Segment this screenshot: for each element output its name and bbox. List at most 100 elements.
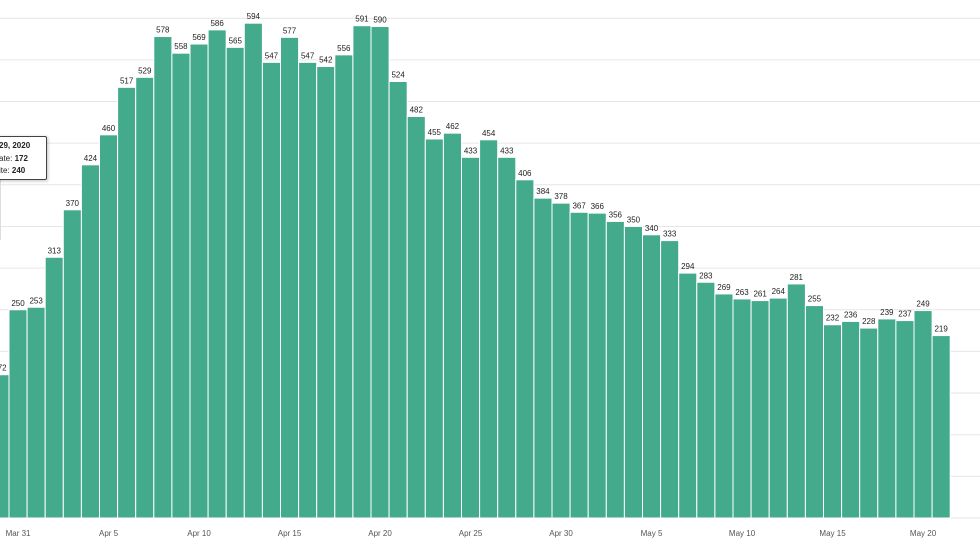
bar[interactable] <box>660 240 680 519</box>
bar[interactable] <box>99 134 119 519</box>
bar[interactable] <box>569 211 589 519</box>
bar[interactable] <box>261 61 281 519</box>
bar[interactable] <box>931 335 951 519</box>
bar-value-label: 219 <box>934 325 948 334</box>
bar[interactable] <box>80 164 101 519</box>
bar-value-label: 253 <box>29 296 43 305</box>
bar-value-label: 591 <box>355 15 369 24</box>
bar[interactable] <box>62 209 82 519</box>
bar[interactable] <box>225 46 245 519</box>
bar[interactable] <box>732 298 752 519</box>
bar-value-label: 228 <box>862 317 876 326</box>
bar-value-label: 249 <box>916 300 930 309</box>
bar[interactable] <box>642 234 662 519</box>
bar[interactable] <box>714 293 734 519</box>
tooltip: 29, 2020 ate: 172 ite: 240 <box>0 136 47 180</box>
bar[interactable] <box>207 29 227 519</box>
bar[interactable] <box>696 281 716 519</box>
x-tick-label: May 15 <box>819 529 846 538</box>
bar[interactable] <box>153 36 173 519</box>
bar[interactable] <box>497 156 517 519</box>
bar[interactable] <box>804 305 825 519</box>
bar[interactable] <box>298 61 318 519</box>
bar-value-label: 433 <box>464 146 478 155</box>
x-tick-label: Apr 10 <box>187 529 211 538</box>
tooltip-pointer-line <box>0 180 1 240</box>
bar[interactable] <box>877 318 897 519</box>
bar-value-label: 313 <box>48 246 62 255</box>
bar[interactable] <box>44 256 64 519</box>
bar-value-label: 462 <box>446 122 460 131</box>
tooltip-row-2-value: 240 <box>11 166 26 175</box>
bar[interactable] <box>0 374 10 519</box>
bar-value-label: 424 <box>84 154 98 163</box>
bar[interactable] <box>587 212 607 519</box>
bar-value-label: 524 <box>391 71 405 80</box>
bar[interactable] <box>189 43 209 519</box>
bar[interactable] <box>424 138 444 519</box>
bar[interactable] <box>280 36 300 519</box>
bar[interactable] <box>171 52 191 519</box>
bars-group <box>0 22 951 519</box>
bar-value-label: 586 <box>210 19 224 28</box>
bar-value-label: 261 <box>753 290 767 299</box>
bar-value-label: 378 <box>554 192 568 201</box>
bar[interactable] <box>623 225 644 519</box>
bar-value-label: 542 <box>319 56 333 65</box>
bar-value-label: 264 <box>772 287 786 296</box>
bar-value-label: 250 <box>11 299 25 308</box>
bar[interactable] <box>135 76 155 519</box>
bar[interactable] <box>823 324 843 519</box>
bar[interactable] <box>479 139 499 519</box>
bar[interactable] <box>605 220 625 519</box>
bar[interactable] <box>8 309 28 519</box>
bar[interactable] <box>515 179 535 519</box>
bar-value-label: 455 <box>428 128 442 137</box>
bar-value-label: 283 <box>699 271 713 280</box>
bar[interactable] <box>678 272 698 519</box>
bar[interactable] <box>461 156 481 519</box>
bar-value-label: 366 <box>591 202 605 211</box>
bar[interactable] <box>334 54 354 519</box>
bar-value-label: 384 <box>536 187 550 196</box>
bar[interactable] <box>388 81 408 519</box>
bar[interactable] <box>841 320 861 519</box>
x-tick-label: May 10 <box>729 529 756 538</box>
bar-value-label: 232 <box>826 314 840 323</box>
x-tick-label: May 20 <box>910 529 937 538</box>
tooltip-row-2-label: ite: <box>0 166 10 175</box>
x-axis-ticks: Mar 31 Apr 5 Apr 10 Apr 15 Apr 20 Apr 25 Apr 3… <box>6 529 937 538</box>
bar-value-label: 547 <box>301 51 315 60</box>
tooltip-row-1: ate: 172 <box>0 153 46 166</box>
bar-value-label: 547 <box>265 51 279 60</box>
x-tick-label: Apr 25 <box>459 529 483 538</box>
bar-value-label: 340 <box>645 224 659 233</box>
bar[interactable] <box>533 197 553 519</box>
bar-value-label: 239 <box>880 308 894 317</box>
bar-value-label: 367 <box>572 201 586 210</box>
bar-value-label: 350 <box>627 215 641 224</box>
bar[interactable] <box>26 306 46 519</box>
bar[interactable] <box>370 26 390 519</box>
bar[interactable] <box>243 22 263 519</box>
bar[interactable] <box>913 310 933 519</box>
bar[interactable] <box>786 283 806 519</box>
bar[interactable] <box>352 25 372 519</box>
bar-value-label: 236 <box>844 310 858 319</box>
tooltip-title: 29, 2020 <box>0 141 31 150</box>
x-tick-label: Apr 15 <box>278 529 302 538</box>
bar[interactable] <box>768 297 788 519</box>
bar[interactable] <box>117 86 137 519</box>
bar-value-label: 569 <box>192 33 206 42</box>
bar[interactable] <box>316 66 336 519</box>
bar-value-label: 433 <box>500 146 514 155</box>
bar[interactable] <box>859 327 879 519</box>
bar-value-label: 594 <box>247 12 261 21</box>
bar[interactable] <box>406 115 426 519</box>
bar-value-label: 370 <box>66 199 80 208</box>
bar[interactable] <box>442 132 462 519</box>
bar[interactable] <box>750 300 770 519</box>
bar-value-label: 333 <box>663 230 677 239</box>
bar[interactable] <box>895 320 915 519</box>
bar[interactable] <box>551 202 571 519</box>
